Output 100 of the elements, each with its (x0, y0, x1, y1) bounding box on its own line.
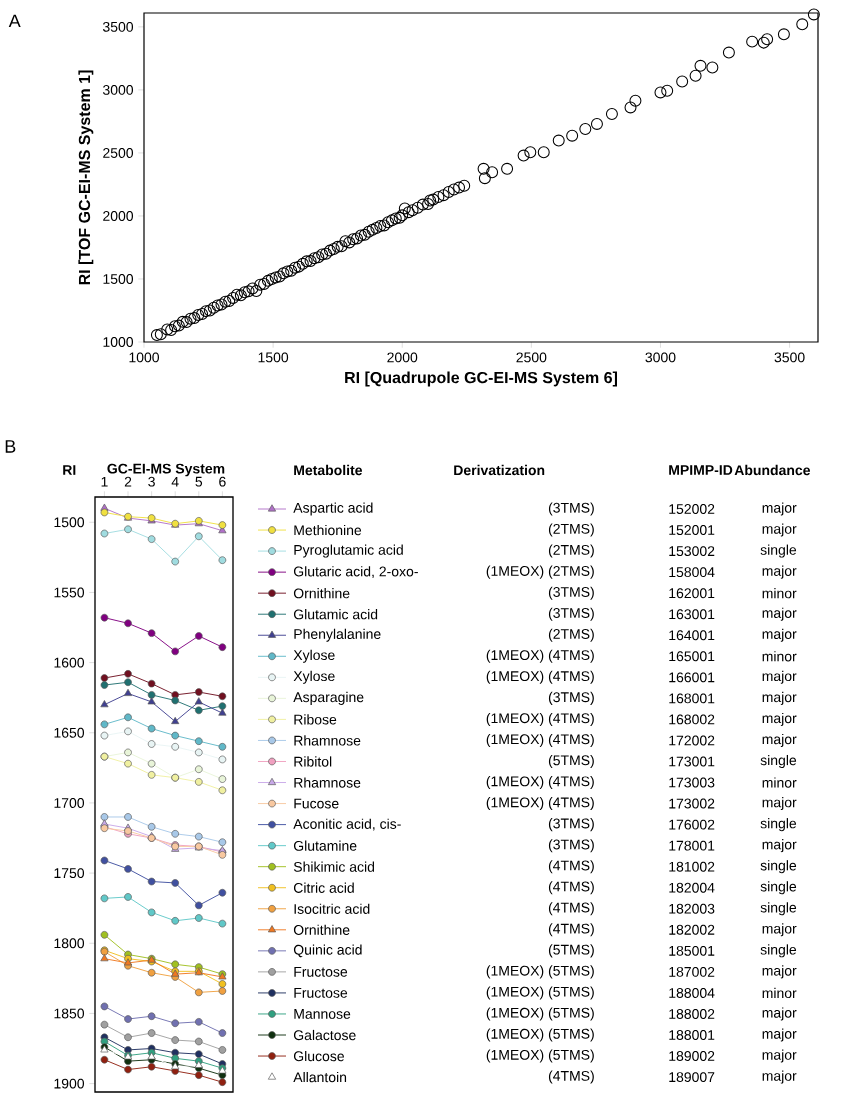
x-tick-label: 3 (148, 476, 155, 487)
text: 188001 (669, 1030, 715, 1040)
x-tick-label: 2 (124, 476, 132, 487)
text: 166001 (669, 672, 715, 683)
text: Abundance (734, 464, 811, 476)
text: (1MEOX) (5TMS) (486, 986, 594, 1000)
text: 172002 (669, 735, 715, 746)
text: 185001 (669, 945, 715, 956)
y-tick-label: 1850 (54, 1008, 85, 1019)
text: major (762, 670, 797, 684)
text: major (762, 1007, 797, 1021)
text: (1MEOX) (4TMS) (486, 797, 594, 811)
legend-label: Xylose (293, 670, 335, 684)
legend-label: Allantoin (293, 1071, 347, 1083)
text: single (760, 902, 797, 916)
text: (5TMS) (548, 944, 594, 958)
text: 163001 (669, 609, 715, 620)
text: (3TMS) (548, 839, 594, 853)
legend-label: Mannose (294, 1009, 351, 1019)
text: Derivatization (454, 464, 545, 476)
x-tick-label: 1000 (129, 352, 160, 363)
legend-label: Fructose (294, 988, 348, 998)
text: major (762, 923, 797, 937)
text: 165001 (669, 651, 715, 662)
legend-label: Rhamnose (294, 777, 361, 788)
text: 173002 (669, 798, 715, 809)
text: 158004 (669, 567, 715, 578)
legend-label: Glutamic acid (293, 609, 378, 620)
legend-label: Ornithine (293, 924, 350, 935)
text: 182002 (669, 924, 715, 935)
text: major (762, 565, 797, 579)
y-tick-label: 3000 (102, 84, 134, 95)
y-tick-label: 1000 (103, 337, 134, 347)
y-tick-label: 2500 (103, 147, 134, 158)
text: (3TMS) (548, 502, 594, 516)
text: (3TMS) (548, 818, 594, 832)
text: MPIMP-ID (669, 465, 733, 475)
text: major (762, 628, 797, 642)
legend-label: Aspartic acid (293, 502, 373, 516)
text: (4TMS) (548, 923, 594, 937)
text: major (762, 607, 797, 621)
text: 189007 (669, 1072, 715, 1083)
x-tick-label: 3000 (645, 352, 676, 363)
legend-title: Metabolite (294, 464, 363, 476)
text: major (762, 733, 797, 747)
text: major (762, 839, 797, 853)
text: 178001 (669, 840, 715, 851)
legend-label: Quinic acid (293, 944, 362, 958)
text: single (760, 754, 797, 769)
x-tick-label: 2500 (516, 352, 547, 363)
text: 168002 (669, 714, 715, 725)
text: (1MEOX) (5TMS) (486, 965, 594, 979)
text: 162001 (669, 588, 715, 599)
x-axis-title: RI [Quadrupole GC-EI-MS System 6] (345, 371, 617, 387)
text: (4TMS) (548, 902, 594, 916)
text: 153002 (669, 546, 715, 557)
text: (4TMS) (548, 881, 594, 895)
legend-label: Phenylalanine (294, 628, 381, 642)
x-tick-label: 2000 (387, 352, 418, 363)
text: minor (762, 588, 797, 599)
text: (1MEOX) (4TMS) (486, 649, 594, 663)
y-axis-title: RI [TOF GC-EI-MS System 1] (78, 70, 94, 285)
y-tick-label: 1600 (54, 657, 85, 668)
text: major (762, 797, 797, 811)
x-axis-title: GC-EI-MS System (107, 463, 225, 477)
y-tick-label: 1500 (54, 517, 85, 528)
legend-label: Ribose (294, 714, 337, 725)
text: single (760, 818, 797, 832)
text: major (762, 502, 797, 516)
text: 152001 (669, 525, 715, 536)
text: single (760, 860, 797, 874)
text: (4TMS) (548, 860, 594, 874)
text: single (760, 944, 797, 958)
text: 164001 (669, 630, 715, 641)
y-tick-label: 1750 (54, 868, 85, 879)
legend-label: Ornithine (293, 588, 350, 599)
legend-label: Citric acid (293, 882, 354, 893)
legend-label: Pyroglutamic acid (294, 544, 403, 558)
legend-label: Glutaric acid, 2-oxo- (293, 566, 418, 579)
legend-label: Shikimic acid (293, 861, 375, 872)
text: 182004 (669, 882, 715, 893)
text: (2TMS) (548, 544, 594, 558)
y-tick-label: 1700 (54, 797, 85, 808)
text: major (762, 691, 797, 705)
text: (2TMS) (548, 628, 594, 642)
text: major (762, 523, 797, 537)
legend-label: Methionine (294, 524, 362, 536)
legend-label: Fucose (294, 798, 339, 809)
text: 188004 (669, 987, 715, 998)
text: 189002 (669, 1051, 715, 1062)
text: major (762, 712, 797, 726)
y-tick-label: 1550 (54, 587, 85, 598)
text: 187002 (669, 966, 715, 977)
text: 173001 (669, 756, 715, 767)
text: (5TMS) (548, 754, 594, 769)
text: (1MEOX) (4TMS) (486, 776, 594, 790)
y-tick-label: 1650 (54, 727, 85, 738)
y-tick-label: 1500 (103, 274, 134, 284)
legend-label: Xylose (293, 649, 335, 663)
text: major (762, 1028, 797, 1042)
